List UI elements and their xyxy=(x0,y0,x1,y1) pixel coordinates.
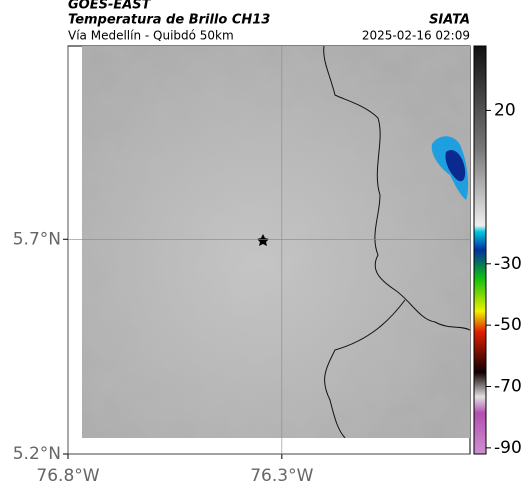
colorbar xyxy=(473,45,487,455)
colorbar-tick-label: -50 xyxy=(494,315,522,335)
source: SIATA xyxy=(429,13,470,28)
subtitle: Temperatura de Brillo CH13 xyxy=(68,13,270,28)
colorbar-tick-label: -70 xyxy=(494,377,522,397)
satellite-image xyxy=(82,46,470,438)
x-tick-label: 76.8°W xyxy=(36,466,99,486)
datetime: 2025-02-16 02:09 xyxy=(362,29,470,43)
title: GOES-EAST xyxy=(68,0,152,13)
x-tick-label: 76.3°W xyxy=(250,466,313,486)
y-tick-label: 5.2°N xyxy=(13,444,61,464)
colorbar-tick-label: -90 xyxy=(494,438,522,458)
location-marker xyxy=(257,234,269,246)
colorbar-tick-label: -30 xyxy=(494,254,522,274)
y-tick-label: 5.7°N xyxy=(13,229,61,249)
location: Vía Medellín - Quibdó 50km xyxy=(68,29,234,43)
colorbar-tick-label: 20 xyxy=(494,100,516,120)
